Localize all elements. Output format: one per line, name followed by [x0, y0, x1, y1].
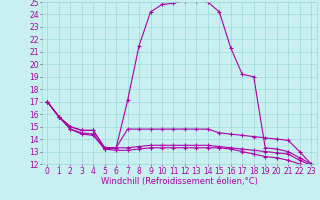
X-axis label: Windchill (Refroidissement éolien,°C): Windchill (Refroidissement éolien,°C)	[101, 177, 258, 186]
